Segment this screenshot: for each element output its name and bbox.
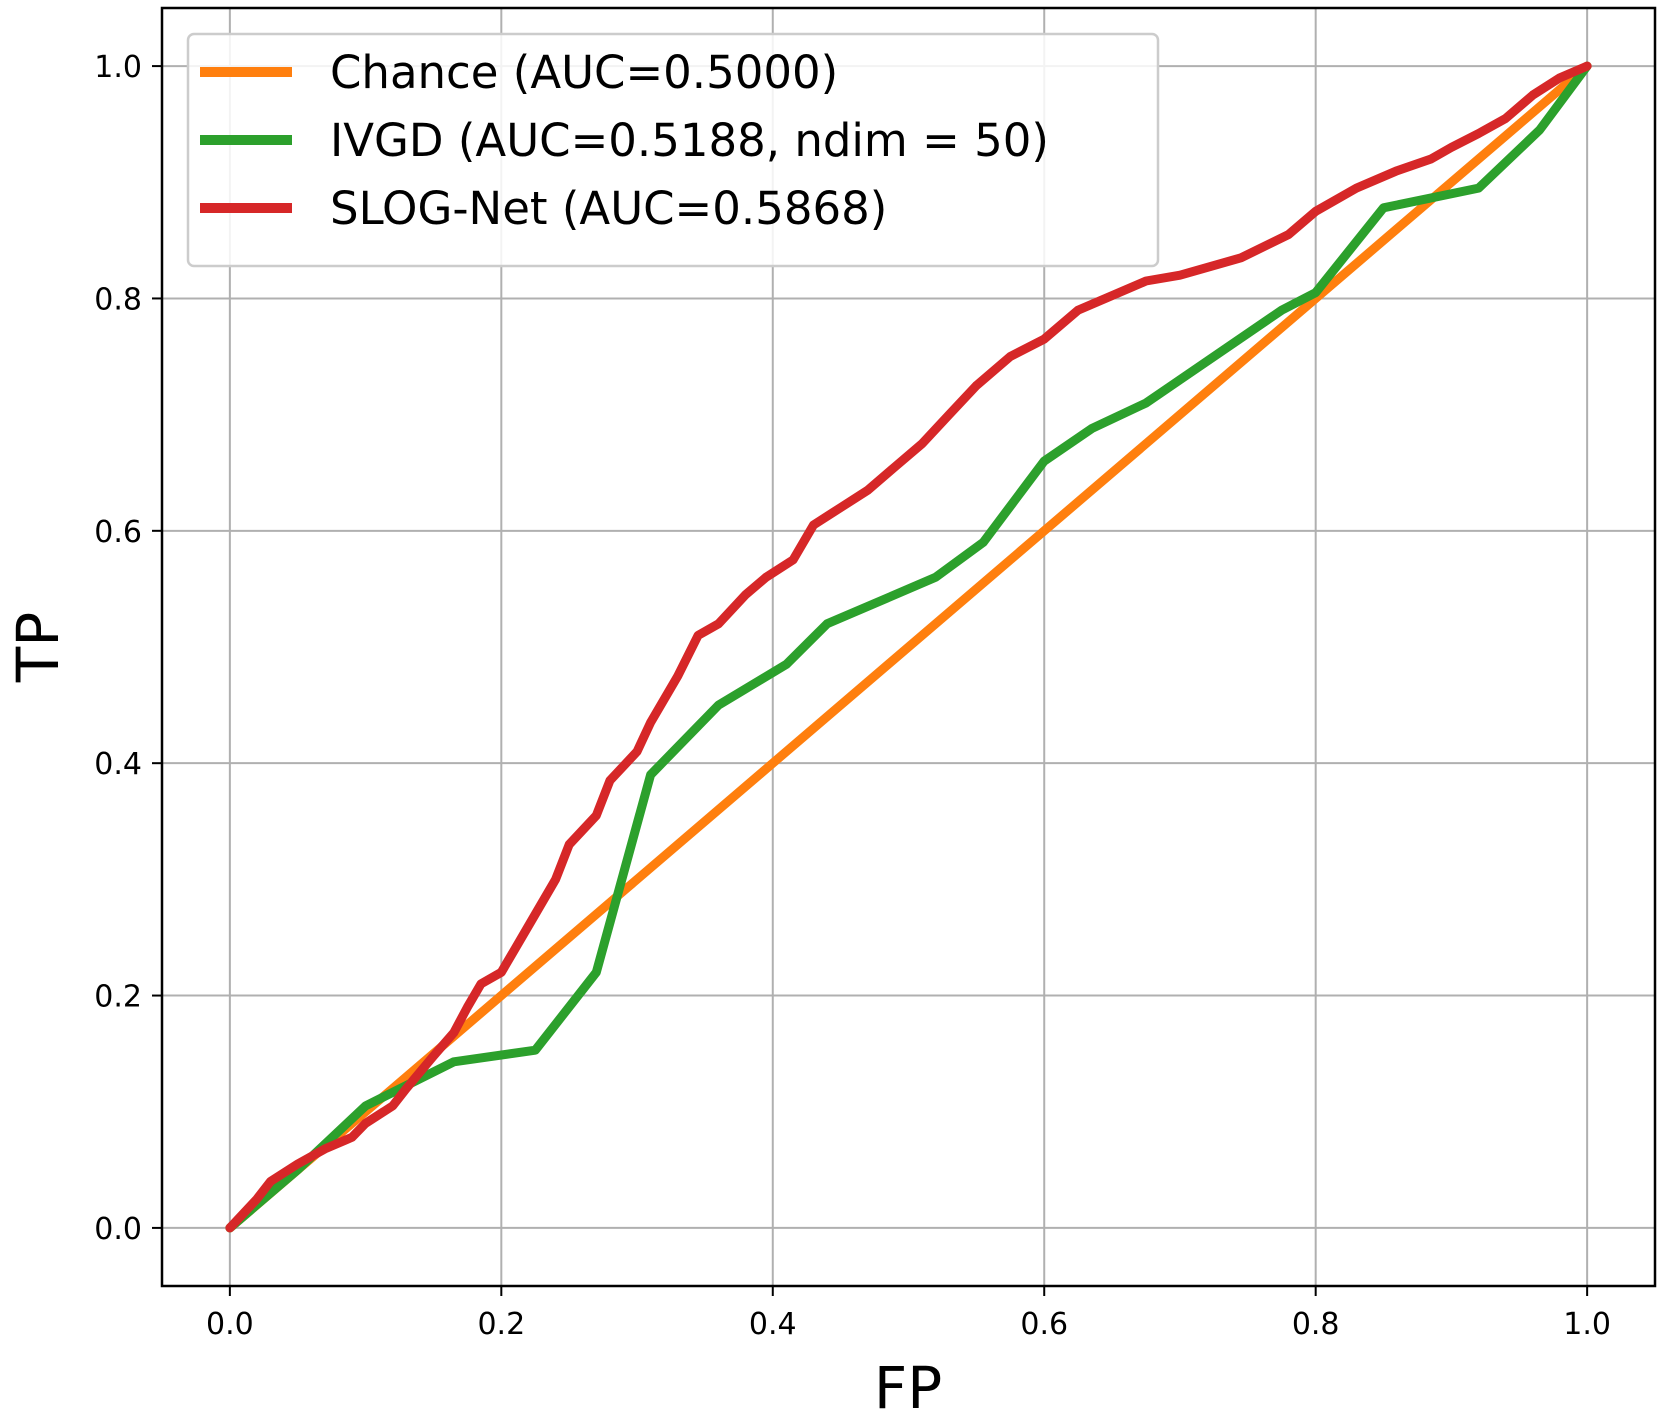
x-tick-label: 1.0 — [1563, 1307, 1611, 1342]
legend-label: SLOG-Net (AUC=0.5868) — [330, 182, 887, 235]
axis-ticks: 0.0 0.2 0.4 0.6 0.8 1.0 0.0 0.2 0.4 0.6 0.8 1.0 — [94, 50, 1611, 1342]
legend-label: IVGD (AUC=0.5188, ndim = 50) — [330, 114, 1049, 167]
y-tick-label: 0.8 — [94, 282, 142, 317]
x-tick-label: 0.0 — [206, 1307, 254, 1342]
series-lines — [225, 61, 1592, 1233]
legend-label: Chance (AUC=0.5000) — [330, 46, 838, 99]
y-tick-label: 0.0 — [94, 1212, 142, 1247]
y-tick-label: 1.0 — [94, 50, 142, 85]
y-tick-label: 0.6 — [94, 515, 142, 550]
plot-frame — [160, 6, 1657, 1288]
y-axis-label: TP — [4, 612, 72, 683]
y-tick-label: 0.4 — [94, 747, 142, 782]
ivgd-line — [225, 61, 1592, 1233]
x-tick-label: 0.6 — [1020, 1307, 1068, 1342]
x-tick-label: 0.4 — [749, 1307, 797, 1342]
y-tick-label: 0.2 — [94, 980, 142, 1015]
slog-net-line — [225, 61, 1592, 1233]
legend: Chance (AUC=0.5000) IVGD (AUC=0.5188, ndi… — [186, 32, 1160, 268]
legend-box — [186, 32, 1160, 268]
legend-item-chance: Chance (AUC=0.5000) — [200, 46, 838, 99]
x-axis-label: FP — [874, 1354, 942, 1422]
legend-item-slog-net: SLOG-Net (AUC=0.5868) — [200, 182, 887, 235]
x-tick-label: 0.8 — [1292, 1307, 1340, 1342]
x-tick-label: 0.2 — [477, 1307, 525, 1342]
legend-item-ivgd: IVGD (AUC=0.5188, ndim = 50) — [200, 114, 1049, 167]
